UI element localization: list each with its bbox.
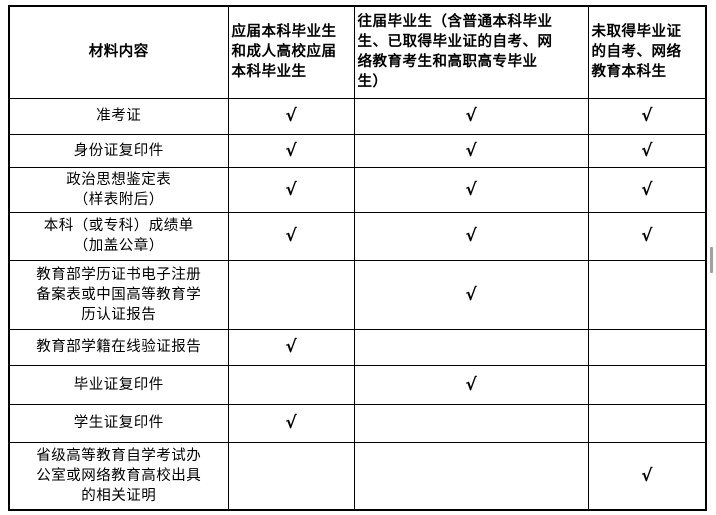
- checkmark: √: [227, 133, 355, 168]
- table-row: 身份证复印件 √ √ √: [8, 133, 707, 168]
- checkmark: √: [353, 211, 589, 261]
- row-label: 省级高等教育自学考试办 公室或网络教育高校出具 的相关证明: [8, 441, 229, 511]
- checkmark: √: [353, 364, 589, 405]
- checkmark: √: [587, 441, 707, 511]
- checkmark: √: [353, 166, 589, 213]
- table-row: 省级高等教育自学考试办 公室或网络教育高校出具 的相关证明 √: [8, 441, 707, 511]
- checkmark: [353, 403, 589, 443]
- table-row: 准考证 √ √ √: [8, 97, 707, 135]
- checkmark: √: [227, 166, 355, 213]
- checkmark: [353, 441, 589, 511]
- checkmark: √: [227, 403, 355, 443]
- checkmark: √: [227, 211, 355, 261]
- table-row: 教育部学历证书电子注册 备案表或中国高等教育学 历认证报告 √: [8, 259, 707, 330]
- row-label: 本科（或专科）成绩单 （加盖公章）: [8, 211, 229, 261]
- checkmark: √: [587, 97, 707, 135]
- materials-requirements-table: 材料内容 应届本科毕业生 和成人高校应届 本科毕业生 往届毕业生（含普通本科毕业…: [8, 5, 707, 511]
- scrollbar-thumb[interactable]: [710, 247, 713, 273]
- checkmark: [353, 328, 589, 366]
- table-header-row: 材料内容 应届本科毕业生 和成人高校应届 本科毕业生 往届毕业生（含普通本科毕业…: [8, 5, 707, 99]
- checkmark: [587, 364, 707, 405]
- checkmark: √: [353, 133, 589, 168]
- checkmark: [227, 259, 355, 330]
- checkmark: [227, 441, 355, 511]
- header-no-diploma-students: 未取得毕业证 的自考、网络 教育本科生: [587, 5, 707, 99]
- row-label: 身份证复印件: [8, 133, 229, 168]
- table-row: 教育部学籍在线验证报告 √: [8, 328, 707, 366]
- row-label: 教育部学籍在线验证报告: [8, 328, 229, 366]
- checkmark: √: [353, 259, 589, 330]
- checkmark: [587, 259, 707, 330]
- checkmark: √: [227, 328, 355, 366]
- checkmark: √: [353, 97, 589, 135]
- table-row: 本科（或专科）成绩单 （加盖公章） √ √ √: [8, 211, 707, 261]
- checkmark: √: [587, 166, 707, 213]
- row-label: 准考证: [8, 97, 229, 135]
- checkmark: √: [227, 97, 355, 135]
- row-label: 毕业证复印件: [8, 364, 229, 405]
- checkmark: [587, 328, 707, 366]
- checkmark: [227, 364, 355, 405]
- table-row: 学生证复印件 √: [8, 403, 707, 443]
- table-row: 毕业证复印件 √: [8, 364, 707, 405]
- row-label: 教育部学历证书电子注册 备案表或中国高等教育学 历认证报告: [8, 259, 229, 330]
- row-label: 学生证复印件: [8, 403, 229, 443]
- checkmark: √: [587, 211, 707, 261]
- checkmark: √: [587, 133, 707, 168]
- header-material-content: 材料内容: [8, 5, 229, 99]
- row-label: 政治思想鉴定表 （样表附后）: [8, 166, 229, 213]
- checkmark: [587, 403, 707, 443]
- header-fresh-graduates: 应届本科毕业生 和成人高校应届 本科毕业生: [227, 5, 355, 99]
- header-previous-graduates: 往届毕业生（含普通本科毕业 生、已取得毕业证的自考、网 络教育考生和高职高专毕业…: [353, 5, 589, 99]
- table-row: 政治思想鉴定表 （样表附后） √ √ √: [8, 166, 707, 213]
